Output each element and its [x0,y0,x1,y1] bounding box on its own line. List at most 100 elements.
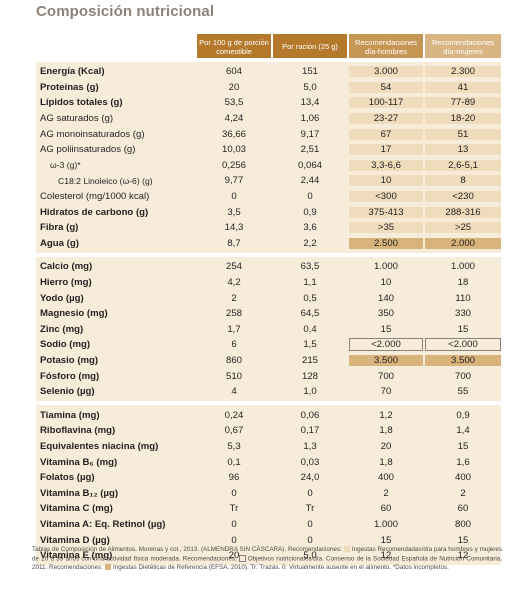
footnote-part-1: Tablas de Composición de Alimentos. More… [32,546,342,554]
value-per-serving: 0 [307,487,313,499]
value-men-recommendation: 54 [349,81,423,93]
value-women-recommendation: 51 [425,128,501,140]
value-women-recommendation: 800 [454,518,471,530]
value-per-100g: 2 [231,292,237,304]
value-per-serving: 24,0 [300,472,320,484]
value-per-serving: 0,4 [303,323,317,335]
nutrient-label: Hidratos de carbono (g) [40,206,149,218]
value-men-recommendation: 10 [349,175,423,187]
value-women-recommendation: 18 [457,277,469,289]
value-women-recommendation: 15 [457,534,469,546]
value-per-serving: 1,06 [300,113,320,125]
value-men-recommendation: 3,3-6,6 [349,159,423,171]
header-per-100g: Por 100 g de porción comestible [197,34,271,58]
value-per-100g: 3,5 [227,206,241,218]
value-per-100g: Tr [229,503,239,515]
nutrient-label: C18:2 Linoleico (ω-6) (g) [58,175,153,186]
table-row: Hidratos de carbono (g) 3,5 0,9 375-413 288-… [36,204,501,220]
table-row: Energía (Kcal) 604 151 3.000 2.300 [36,64,501,80]
table-row: Magnesio (mg) 258 64,5 350 330 [36,306,501,322]
value-per-serving: Tr [305,503,315,515]
value-men-recommendation: 15 [380,534,392,546]
value-per-100g: 0 [231,487,237,499]
value-women-recommendation: 1,4 [456,425,470,437]
value-men-recommendation: 2.500 [349,237,423,249]
table-row: Equivalentes niacina (mg) 5,3 1,3 20 15 [36,439,501,455]
value-per-serving: 0 [307,191,313,203]
value-men-recommendation: 60 [380,503,392,515]
value-per-serving: 3,6 [303,222,317,234]
table-row: Riboflavina (mg) 0,67 0,17 1,8 1,4 [36,423,501,439]
value-per-serving: 1,1 [303,277,317,289]
nutrient-label: Selenio (µg) [40,386,95,398]
nutrient-label: Folatos (µg) [40,472,95,484]
table-group: Calcio (mg) 254 63,5 1.000 1.000 Hierro (mg) 4… [36,257,501,402]
value-men-recommendation: 3.500 [349,354,423,366]
nutrient-label: Vitamina B₁₂ (µg) [40,487,119,499]
value-per-100g: 9,77 [224,175,244,187]
value-women-recommendation: 330 [454,308,471,320]
header-blank [36,34,197,58]
nutrient-label: Zinc (mg) [40,323,84,335]
value-per-serving: 215 [301,354,318,366]
value-women-recommendation: 12 [457,550,469,562]
value-per-serving: 128 [301,370,318,382]
value-per-100g: 53,5 [224,97,244,109]
value-per-serving: 13,4 [300,97,320,109]
value-women-recommendation: 13 [425,144,501,156]
value-women-recommendation: 2.300 [425,66,501,78]
value-women-recommendation: 288-316 [425,206,501,218]
table-row: Zinc (mg) 1,7 0,4 15 15 [36,322,501,338]
value-per-100g: 20 [228,81,240,93]
value-men-recommendation: 400 [377,472,394,484]
value-per-serving: 0,5 [303,292,317,304]
nutrient-label: AG poliinsaturados (g) [40,144,136,156]
header-women-recommendation: Recomendaciones día-mujeres [425,34,501,58]
table-row: ω-3 (g)* 0,256 0,064 3,3-6,6 2,6-5,1 [36,158,501,174]
value-per-100g: 604 [225,66,242,78]
value-men-recommendation: 70 [380,386,392,398]
nutrient-label: Fósforo (mg) [40,370,100,382]
table-header: Por 100 g de porción comestible Por raci… [36,34,501,58]
footnote: Tablas de Composición de Alimentos. More… [32,546,502,572]
value-per-100g: 0,256 [221,159,246,171]
value-per-100g: 0,67 [224,425,244,437]
nutrient-label: Equivalentes niacina (mg) [40,440,159,452]
value-women-recommendation: 55 [457,386,469,398]
value-women-recommendation: 18-20 [425,113,501,125]
table-row: C18:2 Linoleico (ω-6) (g) 9,77 2,44 10 8 [36,173,501,189]
nutrient-label: ω-3 (g)* [50,160,81,171]
value-men-recommendation: 3.000 [349,66,423,78]
table-row: Lípidos totales (g) 53,5 13,4 100-117 77-89 [36,95,501,111]
footnote-part-4: Ingestas Dietéticas de Referencia (EFSA,… [112,563,449,571]
table-row: Vitamina B₆ (mg) 0,1 0,03 1,8 1,6 [36,454,501,470]
value-men-recommendation: <2.000 [349,338,423,352]
table-row: Agua (g) 8,7 2,2 2.500 2.000 [36,236,501,252]
nutrient-label: AG saturados (g) [40,113,114,125]
value-per-100g: 510 [225,370,242,382]
value-per-100g: 1,7 [227,323,241,335]
value-women-recommendation: 0,9 [456,409,470,421]
value-men-recommendation: 12 [380,550,392,562]
value-men-recommendation: 100-117 [349,97,423,109]
value-men-recommendation: 15 [380,323,392,335]
legend-swatch-light [343,546,350,552]
value-men-recommendation: >35 [349,222,423,234]
nutrient-label: Potasio (mg) [40,354,99,366]
value-per-100g: 20 [228,550,240,562]
value-per-100g: 10,03 [221,144,246,156]
value-women-recommendation: 2.000 [425,237,501,249]
nutrient-label: Vitamina D (µg) [40,534,110,546]
value-per-serving: 64,5 [300,308,320,320]
value-women-recommendation: <2.000 [425,338,501,352]
table-row: Vitamina A: Eq. Retinol (µg) 0 0 1.000 800 [36,517,501,533]
nutrient-label: Hierro (mg) [40,277,92,289]
table-row: Fibra (g) 14,3 3,6 >35 >25 [36,220,501,236]
value-per-100g: 6 [231,339,237,351]
nutrient-label: Colesterol (mg/1000 kcal) [40,191,150,203]
value-per-100g: 8,7 [227,237,241,249]
value-per-serving: 2,51 [300,144,320,156]
table-row: Colesterol (mg/1000 kcal) 0 0 <300 <230 [36,189,501,205]
nutrient-label: Riboflavina (mg) [40,425,116,437]
table-row: AG poliinsaturados (g) 10,03 2,51 17 13 [36,142,501,158]
